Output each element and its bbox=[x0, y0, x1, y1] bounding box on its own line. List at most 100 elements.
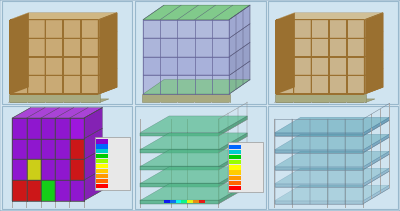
Line: 2 pts: 2 pts bbox=[98, 13, 117, 20]
Bar bbox=[229, 170, 241, 175]
Polygon shape bbox=[140, 166, 219, 170]
Bar bbox=[10, 56, 98, 58]
Bar bbox=[292, 119, 293, 208]
Point bbox=[290, 203, 295, 205]
Polygon shape bbox=[219, 150, 247, 170]
Bar bbox=[364, 102, 365, 103]
Point bbox=[308, 203, 312, 205]
Point bbox=[227, 37, 232, 39]
Polygon shape bbox=[274, 201, 363, 204]
Polygon shape bbox=[364, 13, 383, 38]
Point bbox=[245, 135, 250, 138]
Bar bbox=[9, 20, 11, 94]
Bar bbox=[10, 93, 98, 95]
Line: 2 pts: 2 pts bbox=[160, 5, 181, 20]
Line: 2 pts: 2 pts bbox=[219, 119, 247, 136]
Point bbox=[361, 151, 366, 154]
Bar bbox=[380, 109, 381, 193]
Point bbox=[234, 14, 238, 16]
Bar bbox=[229, 150, 241, 154]
Point bbox=[361, 169, 366, 171]
Point bbox=[175, 18, 180, 21]
Point bbox=[10, 117, 15, 119]
Polygon shape bbox=[70, 139, 84, 159]
Line: 2 pts: 2 pts bbox=[229, 61, 250, 76]
Polygon shape bbox=[347, 76, 364, 94]
Bar bbox=[268, 1, 398, 104]
Line: 2 pts: 2 pts bbox=[98, 69, 117, 76]
Polygon shape bbox=[276, 13, 383, 20]
Polygon shape bbox=[8, 94, 100, 102]
Point bbox=[272, 118, 277, 120]
Bar bbox=[84, 201, 85, 208]
Point bbox=[272, 118, 277, 120]
Polygon shape bbox=[10, 76, 28, 94]
Bar bbox=[96, 154, 108, 158]
Polygon shape bbox=[274, 150, 363, 153]
Point bbox=[362, 18, 367, 21]
Bar bbox=[194, 102, 195, 103]
Bar bbox=[2, 1, 132, 104]
Point bbox=[82, 137, 86, 140]
Polygon shape bbox=[274, 185, 389, 201]
Line: 2 pts: 2 pts bbox=[84, 170, 102, 180]
Bar bbox=[363, 119, 364, 208]
Polygon shape bbox=[277, 13, 295, 94]
Polygon shape bbox=[294, 76, 311, 94]
Point bbox=[245, 186, 250, 188]
Polygon shape bbox=[10, 57, 28, 76]
Polygon shape bbox=[364, 69, 383, 94]
Point bbox=[362, 37, 367, 39]
Bar bbox=[229, 102, 230, 103]
Polygon shape bbox=[142, 94, 230, 102]
Bar bbox=[176, 200, 182, 203]
Point bbox=[10, 137, 15, 140]
Point bbox=[361, 185, 366, 188]
Point bbox=[71, 106, 76, 109]
Line: 2 pts: 2 pts bbox=[84, 149, 102, 159]
Point bbox=[272, 203, 277, 205]
Polygon shape bbox=[143, 80, 250, 94]
Bar bbox=[199, 200, 205, 203]
Polygon shape bbox=[294, 38, 311, 57]
Point bbox=[387, 119, 392, 122]
Polygon shape bbox=[274, 184, 363, 187]
Bar bbox=[80, 20, 82, 94]
Point bbox=[158, 18, 163, 21]
Polygon shape bbox=[219, 133, 247, 153]
Point bbox=[24, 199, 29, 202]
Bar bbox=[160, 102, 161, 103]
Point bbox=[362, 74, 367, 77]
Point bbox=[10, 199, 15, 202]
Polygon shape bbox=[84, 108, 102, 139]
Bar bbox=[170, 200, 176, 203]
Point bbox=[227, 18, 232, 21]
Line: 2 pts: 2 pts bbox=[56, 108, 74, 118]
Bar bbox=[229, 176, 241, 180]
Point bbox=[100, 106, 105, 109]
Polygon shape bbox=[41, 159, 56, 180]
Bar bbox=[274, 119, 275, 208]
Point bbox=[227, 93, 232, 95]
Point bbox=[141, 74, 146, 77]
Point bbox=[39, 117, 44, 119]
Point bbox=[210, 18, 214, 21]
Point bbox=[361, 135, 366, 137]
Point bbox=[248, 4, 252, 7]
Bar bbox=[346, 20, 348, 94]
Point bbox=[230, 4, 235, 7]
Point bbox=[343, 118, 348, 120]
Point bbox=[10, 117, 15, 119]
Line: 2 pts: 2 pts bbox=[363, 103, 389, 119]
Point bbox=[158, 18, 163, 21]
Polygon shape bbox=[27, 118, 41, 139]
Point bbox=[82, 117, 86, 119]
Line: 2 pts: 2 pts bbox=[84, 128, 102, 139]
Point bbox=[82, 117, 86, 119]
Polygon shape bbox=[219, 167, 247, 187]
Line: 2 pts: 2 pts bbox=[12, 108, 31, 118]
Polygon shape bbox=[274, 167, 363, 170]
Polygon shape bbox=[364, 31, 383, 57]
Line: 2 pts: 2 pts bbox=[98, 31, 117, 38]
Bar bbox=[135, 1, 266, 104]
